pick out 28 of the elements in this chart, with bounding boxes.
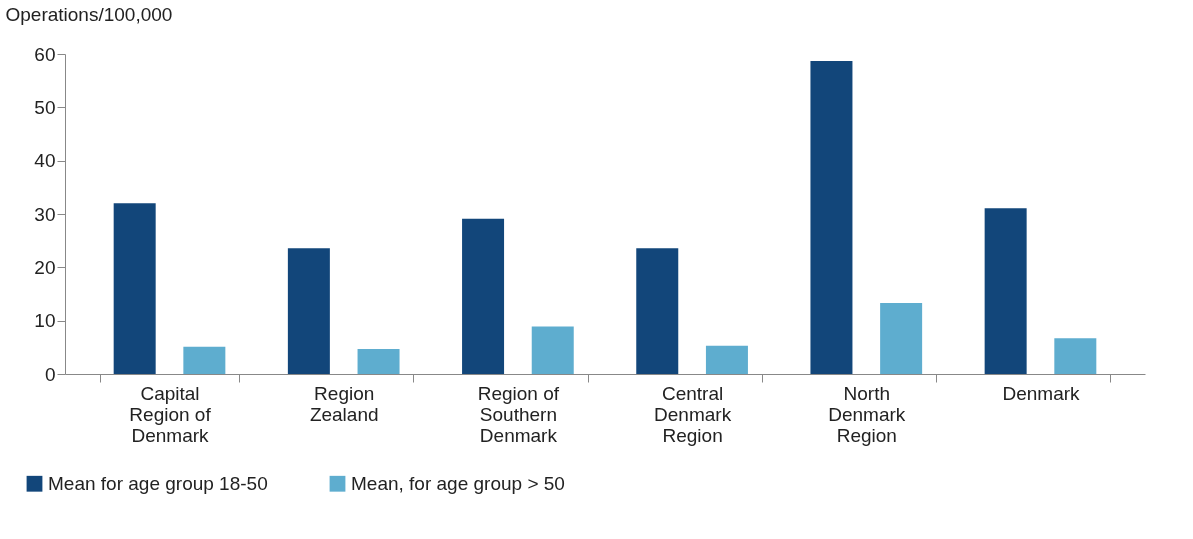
x-tick-label: Region of Southern Denmark	[477, 382, 560, 446]
bar	[287, 248, 330, 374]
x-tick-label: Capital Region of Denmark	[129, 382, 212, 446]
y-tick-label: 60	[34, 43, 56, 65]
bar	[810, 60, 853, 374]
bar	[636, 248, 679, 374]
legend-label: Mean, for age group > 50	[351, 472, 565, 494]
legend-label: Mean for age group 18-50	[48, 472, 268, 494]
bar	[357, 348, 400, 374]
bar	[183, 346, 226, 374]
y-tick-label: 10	[34, 310, 56, 332]
y-tick-label: 40	[34, 150, 56, 172]
x-tick-label: Central Denmark Region	[654, 382, 732, 446]
bar	[880, 303, 923, 374]
y-tick-label: 20	[34, 256, 56, 278]
y-tick-label: 0	[44, 363, 56, 385]
bar	[462, 218, 505, 374]
bar	[1054, 338, 1097, 374]
y-tick-label: 30	[34, 203, 56, 225]
y-axis-title: Operations/100,000	[5, 3, 173, 25]
x-tick-label: Denmark	[1002, 382, 1081, 404]
bar	[531, 326, 574, 374]
y-tick-label: 50	[34, 96, 56, 118]
bar	[113, 203, 156, 374]
bar	[705, 345, 748, 374]
x-tick-label: Region Zealand	[309, 382, 379, 425]
bar	[984, 208, 1027, 374]
x-tick-label: North Denmark Region	[828, 382, 906, 446]
